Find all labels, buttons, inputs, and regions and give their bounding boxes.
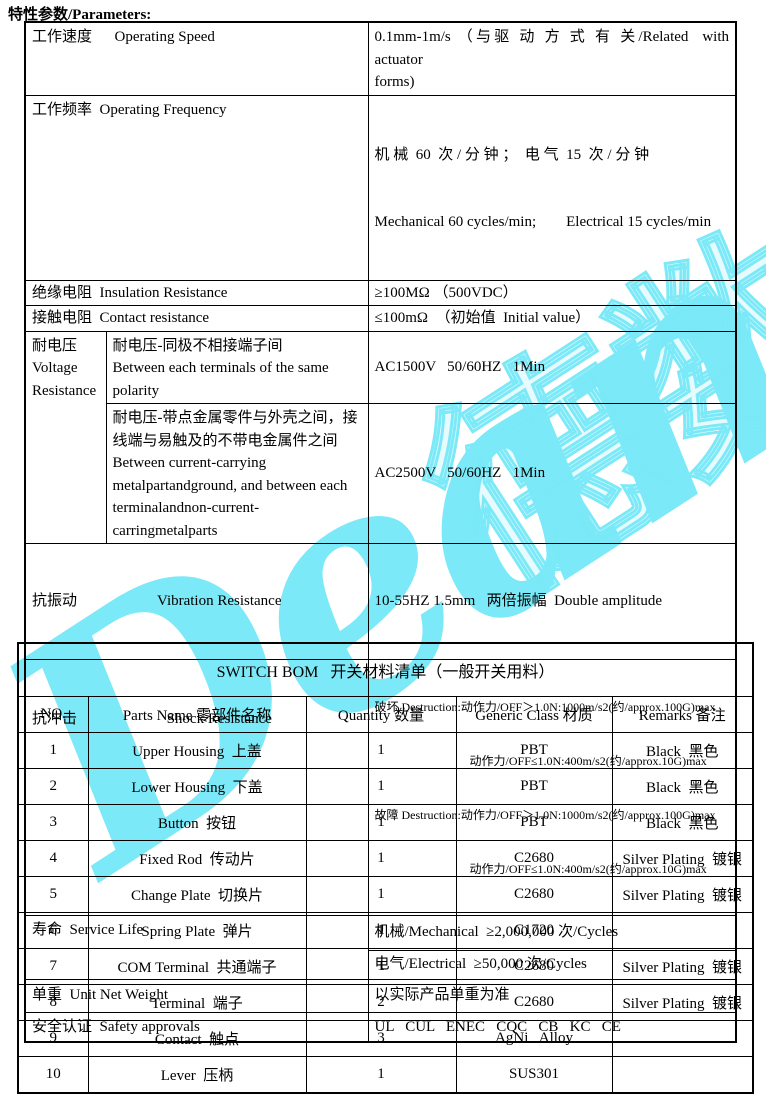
bom-row-4: 4 Fixed Rod 传动片 1 C2680 Silver Plating 镀… xyxy=(17,840,754,877)
bom-cell-parts-name: Upper Housing 上盖 xyxy=(87,732,307,769)
param-row-operating-speed: 工作速度 Operating Speed 0.1mm-1m/s （与驱 动 方 … xyxy=(24,21,737,96)
bom-header-quantity: Quantity 数量 xyxy=(305,696,457,733)
bom-row-1: 1 Upper Housing 上盖 1 PBT Black 黑色 xyxy=(17,732,754,769)
param-row-voltage-resistance-1: 耐电压 Voltage Resistance 耐电压-同极不相接端子间 Betw… xyxy=(24,330,737,544)
bom-header-parts-name: Parts Name 零部件名称 xyxy=(87,696,307,733)
param-operating-frequency-label: 工作频率 Operating Frequency xyxy=(24,94,369,281)
bom-cell-generic-class: C2680 xyxy=(455,876,613,913)
bom-cell-parts-name: Spring Plate 弹片 xyxy=(87,912,307,949)
bom-cell-quantity: 1 xyxy=(305,912,457,949)
param-voltage-value-2: AC2500V 50/60HZ 1Min xyxy=(367,403,737,544)
bom-title: SWITCH BOM 开关材料清单（一般开关用料） xyxy=(17,642,754,697)
bom-cell-quantity: 1 xyxy=(305,840,457,877)
bom-cell-remarks: Silver Plating 镀银 xyxy=(611,984,754,1021)
param-voltage-desc-2: 耐电压-带点金属零件与外壳之间，接 线端与易触及的不带电金属件之间 Betwee… xyxy=(105,403,369,544)
bom-cell-quantity: 1 xyxy=(305,948,457,985)
param-vibration-label-en: Vibration Resistance xyxy=(157,593,282,609)
param-row-voltage-resistance-2: 耐电压-带点金属零件与外壳之间，接 线端与易触及的不带电金属件之间 Betwee… xyxy=(25,403,737,544)
bom-cell-quantity: 3 xyxy=(305,1020,457,1057)
param-voltage-value-1: AC1500V 50/60HZ 1Min xyxy=(367,330,737,404)
param-operating-speed-label: 工作速度 Operating Speed xyxy=(24,21,369,96)
bom-table: SWITCH BOM 开关材料清单（一般开关用料） NO. Parts Name… xyxy=(17,642,754,1094)
param-row-vibration: 抗振动 Vibration Resistance 10-55HZ 1.5mm 两… xyxy=(24,543,737,660)
bom-cell-no: 4 xyxy=(17,840,89,877)
bom-cell-quantity: 2 xyxy=(305,984,457,1021)
bom-cell-quantity: 1 xyxy=(305,732,457,769)
bom-cell-quantity: 1 xyxy=(305,876,457,913)
bom-cell-remarks xyxy=(611,1020,754,1057)
bom-cell-parts-name: Lower Housing 下盖 xyxy=(87,768,307,805)
bom-cell-remarks: Silver Plating 镀银 xyxy=(611,948,754,985)
bom-cell-remarks: Black 黑色 xyxy=(611,768,754,805)
bom-row-5: 5 Change Plate 切换片 1 C2680 Silver Platin… xyxy=(17,876,754,913)
bom-cell-remarks xyxy=(611,912,754,949)
bom-cell-generic-class: SUS301 xyxy=(455,1056,613,1093)
bom-cell-parts-name: Lever 压柄 xyxy=(87,1056,307,1093)
param-operating-frequency-line2: Mechanical 60 cycles/min; Electrical 15 … xyxy=(374,214,712,230)
param-operating-speed-value: 0.1mm-1m/s （与驱 动 方 式 有 关/Related with ac… xyxy=(367,21,737,96)
bom-cell-remarks: Black 黑色 xyxy=(611,804,754,841)
bom-cell-remarks xyxy=(611,1056,754,1093)
bom-row-10: 10 Lever 压柄 1 SUS301 xyxy=(17,1056,754,1093)
bom-cell-quantity: 1 xyxy=(305,768,457,805)
param-voltage-group-label: 耐电压 Voltage Resistance xyxy=(24,330,107,544)
bom-cell-remarks: Black 黑色 xyxy=(611,732,754,769)
bom-header-row: NO. Parts Name 零部件名称 Quantity 数量 Generic… xyxy=(17,696,754,733)
bom-cell-generic-class: C2680 xyxy=(455,948,613,985)
bom-cell-no: 3 xyxy=(17,804,89,841)
bom-cell-no: 9 xyxy=(17,1020,89,1057)
bom-cell-parts-name: COM Terminal 共通端子 xyxy=(87,948,307,985)
bom-cell-no: 1 xyxy=(17,732,89,769)
bom-row-3: 3 Button 按钮 1 PBT Black 黑色 xyxy=(17,804,754,841)
bom-cell-no: 7 xyxy=(17,948,89,985)
bom-cell-no: 2 xyxy=(17,768,89,805)
bom-title-row: SWITCH BOM 开关材料清单（一般开关用料） xyxy=(17,642,754,697)
bom-cell-remarks: Silver Plating 镀银 xyxy=(611,876,754,913)
bom-cell-generic-class: PBT xyxy=(455,804,613,841)
param-insulation-label: 绝缘电阻 Insulation Resistance xyxy=(24,279,369,306)
bom-row-6: 6 Spring Plate 弹片 1 C1720 xyxy=(17,912,754,949)
param-insulation-value: ≥100MΩ （500VDC） xyxy=(367,279,737,306)
bom-row-7: 7 COM Terminal 共通端子 1 C2680 Silver Plati… xyxy=(17,948,754,985)
page-title: 特性参数/Parameters: xyxy=(8,7,152,23)
bom-cell-no: 10 xyxy=(17,1056,89,1093)
param-contact-label: 接触电阻 Contact resistance xyxy=(24,305,369,332)
bom-cell-quantity: 1 xyxy=(305,804,457,841)
param-vibration-label: 抗振动 Vibration Resistance xyxy=(24,543,369,660)
bom-cell-no: 6 xyxy=(17,912,89,949)
bom-header-no: NO. xyxy=(17,696,89,733)
param-voltage-desc-1: 耐电压-同极不相接端子间 Between each terminals of t… xyxy=(105,330,369,404)
bom-cell-no: 8 xyxy=(17,984,89,1021)
param-operating-frequency-value: 机 械 60 次 / 分 钟 ； 电 气 15 次 / 分 钟 Mechanic… xyxy=(367,94,737,281)
param-vibration-label-cn: 抗振动 xyxy=(32,593,78,609)
bom-cell-quantity: 1 xyxy=(305,1056,457,1093)
param-row-operating-frequency: 工作频率 Operating Frequency 机 械 60 次 / 分 钟 … xyxy=(24,94,737,281)
param-operating-frequency-line1: 机 械 60 次 / 分 钟 ； 电 气 15 次 / 分 钟 xyxy=(374,146,650,163)
bom-row-2: 2 Lower Housing 下盖 1 PBT Black 黑色 xyxy=(17,768,754,805)
bom-cell-parts-name: Terminal 端子 xyxy=(87,984,307,1021)
bom-cell-generic-class: PBT xyxy=(455,768,613,805)
bom-cell-parts-name: Contact 触点 xyxy=(87,1020,307,1057)
param-vibration-value: 10-55HZ 1.5mm 两倍振幅 Double amplitude xyxy=(367,543,737,660)
bom-cell-generic-class: AgNi Alloy xyxy=(455,1020,613,1057)
bom-cell-generic-class: PBT xyxy=(455,732,613,769)
bom-cell-parts-name: Fixed Rod 传动片 xyxy=(87,840,307,877)
param-row-contact-resistance: 接触电阻 Contact resistance ≤100mΩ （初始值 Init… xyxy=(24,305,737,332)
param-row-insulation-resistance: 绝缘电阻 Insulation Resistance ≥100MΩ （500VD… xyxy=(24,279,737,306)
bom-cell-generic-class: C2680 xyxy=(455,984,613,1021)
bom-cell-parts-name: Change Plate 切换片 xyxy=(87,876,307,913)
bom-cell-generic-class: C1720 xyxy=(455,912,613,949)
bom-cell-generic-class: C2680 xyxy=(455,840,613,877)
bom-row-8: 8 Terminal 端子 2 C2680 Silver Plating 镀银 xyxy=(17,984,754,1021)
bom-header-remarks: Remarks 备注 xyxy=(611,696,754,733)
bom-row-9: 9 Contact 触点 3 AgNi Alloy xyxy=(17,1020,754,1057)
bom-cell-remarks: Silver Plating 镀银 xyxy=(611,840,754,877)
param-contact-value: ≤100mΩ （初始值 Initial value） xyxy=(367,305,737,332)
bom-header-generic-class: Generic Class 材质 xyxy=(455,696,613,733)
bom-cell-no: 5 xyxy=(17,876,89,913)
bom-cell-parts-name: Button 按钮 xyxy=(87,804,307,841)
